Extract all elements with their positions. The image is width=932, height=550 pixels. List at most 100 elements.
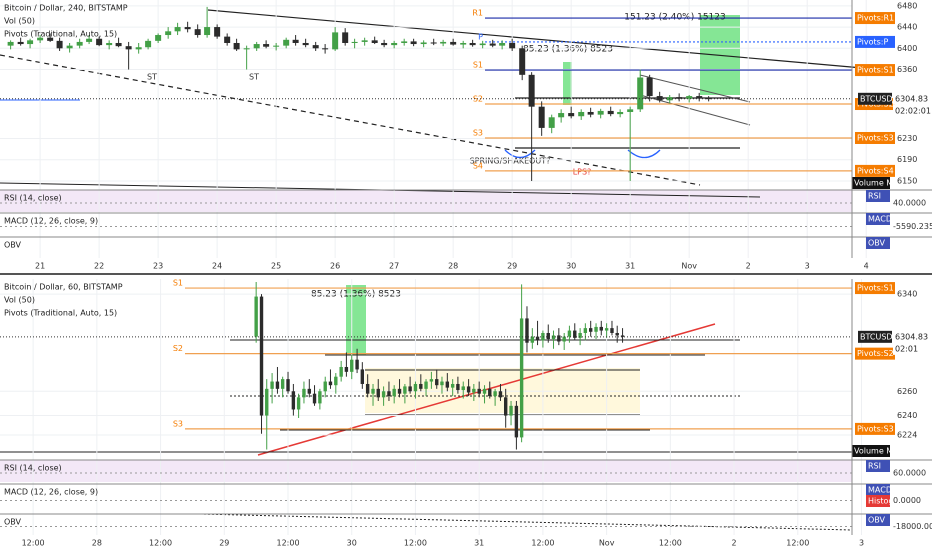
pivot-tag: Pivots:S4	[857, 166, 894, 175]
candle-body	[392, 388, 396, 397]
y-tick-label: 6230	[897, 134, 917, 143]
candle-body	[562, 336, 566, 342]
candle-body	[583, 328, 588, 333]
candle-body	[460, 42, 467, 45]
candle-body	[469, 42, 476, 46]
candle-body	[283, 39, 290, 46]
pivot-label: S4	[473, 161, 483, 170]
x-tick-label: 29	[219, 539, 229, 548]
annotation: ST	[147, 73, 157, 82]
volume-ma-tag-bg	[852, 177, 890, 189]
candle-body	[323, 381, 327, 392]
x-tick-label: 23	[153, 262, 163, 271]
candle-body	[546, 332, 550, 340]
candle-body	[498, 391, 503, 398]
y-tick-label: 6150	[897, 176, 917, 185]
candle-body	[686, 96, 693, 99]
x-tick-label: 12:00	[22, 539, 45, 548]
pane-tag-bg	[866, 484, 890, 496]
candle-body	[361, 40, 368, 42]
candle-body	[401, 41, 408, 43]
candle-body	[514, 405, 519, 438]
candle-body	[419, 383, 423, 389]
candle-body	[344, 366, 349, 372]
pane-tag: MACD	[868, 486, 892, 495]
symbol-tag-bg	[858, 92, 892, 105]
candle-body	[530, 336, 535, 343]
candle-body	[125, 46, 132, 50]
candle-body	[155, 35, 162, 41]
candle-body	[578, 332, 582, 338]
volume-ma-tag: Volume MA	[854, 179, 899, 188]
x-tick-label: 27	[389, 262, 399, 271]
candle-body	[538, 106, 545, 128]
pane-tag-bg	[866, 514, 890, 526]
annotation: 85.23 (1.36%) 8523	[523, 45, 613, 55]
x-tick-label: 25	[271, 262, 281, 271]
candle-body	[96, 38, 103, 46]
candle-body	[445, 381, 450, 388]
x-tick-label: 2	[732, 539, 737, 548]
candle-body	[307, 388, 312, 394]
volume-ma-tag: Volume MA	[854, 447, 899, 456]
candle-body	[408, 386, 412, 392]
pane-tag-bg	[866, 190, 890, 202]
candle-body	[135, 47, 142, 50]
candle-body	[265, 388, 269, 416]
countdown-tag: 02:01	[895, 344, 918, 353]
candle-body	[509, 42, 516, 49]
candle-body	[435, 379, 439, 386]
candle-body	[76, 41, 83, 46]
candle-body	[292, 39, 299, 43]
pivot-tag: Pivots:S2	[857, 349, 894, 358]
candle-body	[86, 38, 93, 42]
pivot-tag-bg	[855, 35, 895, 48]
candle-body	[493, 391, 497, 397]
pane-tag: OBV	[868, 239, 886, 248]
candle-body	[194, 29, 201, 36]
candle-body	[610, 328, 614, 333]
candle-body	[597, 110, 604, 115]
candle-body	[115, 42, 122, 47]
x-tick-label: 12:00	[531, 539, 554, 548]
pivot-tag-bg	[855, 12, 895, 25]
candle-body	[627, 109, 634, 112]
candle-body	[381, 391, 386, 398]
candle-body	[254, 296, 258, 337]
candle-body	[106, 42, 113, 46]
indicator-label: Pivots (Traditional, Auto, 15)	[4, 309, 117, 318]
candle-body	[410, 41, 417, 45]
candle-body	[355, 359, 359, 370]
candle-body	[450, 383, 455, 388]
pane-tag: RSI	[868, 462, 881, 471]
candle-body	[27, 40, 34, 45]
chart-title: Bitcoin / Dollar, 60, BITSTAMP	[4, 283, 123, 292]
pane-title: OBV	[4, 518, 22, 527]
candle-body	[551, 335, 556, 340]
candle-body	[334, 376, 338, 386]
y-tick-label: 6400	[897, 44, 917, 53]
indicator-label: Vol (50)	[4, 17, 35, 26]
pane-level-label: 0.0000	[893, 496, 921, 505]
candle-body	[479, 43, 486, 46]
y-tick-label: 6224	[897, 430, 917, 439]
candle-body	[499, 42, 506, 46]
x-tick-label: 4	[864, 262, 869, 271]
candle-body	[482, 388, 487, 394]
last-price-tag: 6304.83	[895, 94, 928, 103]
x-tick-label: 22	[94, 262, 104, 271]
candle-body	[47, 37, 54, 41]
candle-body	[420, 42, 427, 45]
candle-body	[174, 27, 181, 32]
candle-body	[322, 48, 329, 50]
candle-body	[204, 27, 211, 36]
candle-body	[656, 96, 663, 101]
indicator-label: Vol (50)	[4, 296, 35, 305]
pane-title: RSI (14, close)	[4, 194, 62, 203]
pivot-tag-bg	[855, 164, 895, 177]
y-tick-label: 6190	[897, 155, 917, 164]
measured-move-box	[563, 62, 572, 105]
pivot-label: S1	[473, 61, 483, 70]
pane-title: MACD (12, 26, close, 9)	[4, 217, 98, 226]
